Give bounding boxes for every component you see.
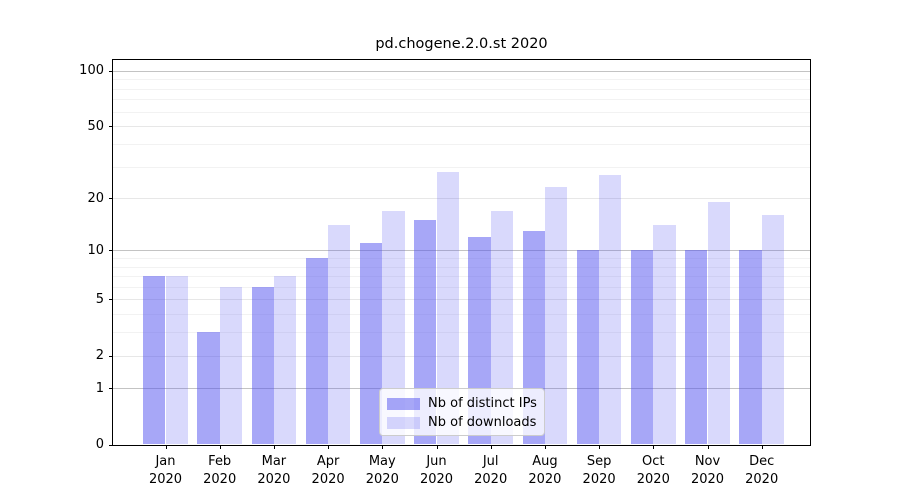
y-tick-mark-50 [108,126,113,128]
x-tick-label-jun: Jun 2020 [419,453,454,487]
legend-item-downloads: Nb of downloads [387,413,536,432]
x-tick-mark-dec [761,445,763,449]
x-tick-mark-jun [436,445,438,449]
bar-downloads-nov [707,201,730,445]
y-tick-label-10: 10 [87,242,104,258]
gridline-y-3 [113,332,810,334]
legend-label-downloads: Nb of downloads [428,415,537,430]
bar-distinct-ips-oct [631,250,654,445]
plot-area [113,60,810,445]
bar-distinct-ips-jan [143,276,166,445]
x-tick-label-sep: Sep 2020 [582,453,616,487]
bar-downloads-sep [599,174,622,445]
x-tick-label-jan: Jan 2020 [148,453,183,487]
x-tick-mark-jan [165,445,167,449]
gridline-y-2 [113,355,810,357]
bar-downloads-jun [436,171,459,445]
x-tick-label-nov: Nov 2020 [690,453,725,487]
gridline-y-40 [113,143,810,145]
bar-distinct-ips-mar [251,286,274,445]
y-tick-mark-20 [108,198,113,200]
bar-distinct-ips-feb [197,332,220,445]
bar-distinct-ips-dec [739,250,762,445]
y-tick-mark-10 [108,250,113,252]
x-tick-mark-oct [653,445,655,449]
gridline-y-70 [113,99,810,101]
x-tick-label-feb: Feb 2020 [203,453,237,487]
x-tick-mark-sep [599,445,601,449]
legend-swatch-distinct-ips [387,397,420,410]
bar-distinct-ips-may [360,243,383,445]
gridline-y-5 [113,299,810,301]
x-tick-mark-jul [490,445,492,449]
x-tick-label-dec: Dec 2020 [745,453,779,487]
bar-downloads-feb [219,286,242,445]
bar-distinct-ips-nov [685,250,708,445]
y-tick-label-20: 20 [87,190,104,206]
bar-downloads-jul [490,210,513,445]
y-tick-label-1: 1 [95,380,104,396]
x-tick-mark-feb [219,445,221,449]
y-tick-label-2: 2 [95,348,104,364]
gridline-y-7 [113,276,810,278]
x-tick-label-may: May 2020 [365,453,399,487]
y-tick-label-5: 5 [95,291,104,307]
bar-downloads-oct [653,225,676,445]
bar-downloads-mar [273,276,297,445]
gridline-y-100 [113,70,810,72]
x-tick-mark-apr [328,445,330,449]
y-tick-mark-5 [108,299,113,301]
x-tick-mark-mar [273,445,275,449]
y-tick-mark-1 [108,388,113,390]
y-tick-label-50: 50 [87,118,104,134]
bar-downloads-dec [761,215,784,445]
y-tick-mark-100 [108,70,113,72]
bar-distinct-ips-sep [576,250,600,445]
x-tick-mark-nov [707,445,709,449]
x-tick-mark-may [382,445,384,449]
gridline-y-50 [113,126,810,128]
x-tick-label-oct: Oct 2020 [636,453,670,487]
x-tick-label-jul: Jul 2020 [474,453,508,487]
x-tick-label-mar: Mar 2020 [257,453,291,487]
y-tick-label-0: 0 [95,437,104,452]
legend: Nb of distinct IPs Nb of downloads [379,388,545,436]
chart-title: pd.chogene.2.0.st 2020 [375,36,548,52]
x-tick-label-aug: Aug 2020 [528,453,562,487]
gridline-y-6 [113,286,810,288]
gridline-y-8 [113,266,810,268]
gridline-y-80 [113,88,810,90]
gridline-y-9 [113,258,810,260]
y-tick-label-100: 100 [79,63,104,79]
gridline-y-60 [113,111,810,113]
gridline-y-20 [113,198,810,200]
legend-label-distinct-ips: Nb of distinct IPs [428,396,537,411]
x-tick-label-apr: Apr 2020 [311,453,345,487]
x-tick-mark-aug [544,445,546,449]
gridline-y-10 [113,250,810,252]
gridline-y-30 [113,166,810,168]
gridline-y-90 [113,79,810,81]
bar-downloads-apr [328,225,351,445]
y-tick-mark-0 [108,444,113,446]
bar-downloads-may [382,210,405,445]
bar-distinct-ips-apr [305,258,329,445]
legend-item-distinct-ips: Nb of distinct IPs [387,394,537,413]
bar-downloads-aug [544,187,568,445]
gridline-y-4 [113,314,810,316]
legend-swatch-downloads [387,416,420,429]
bar-downloads-jan [165,276,188,445]
y-tick-mark-2 [108,355,113,357]
